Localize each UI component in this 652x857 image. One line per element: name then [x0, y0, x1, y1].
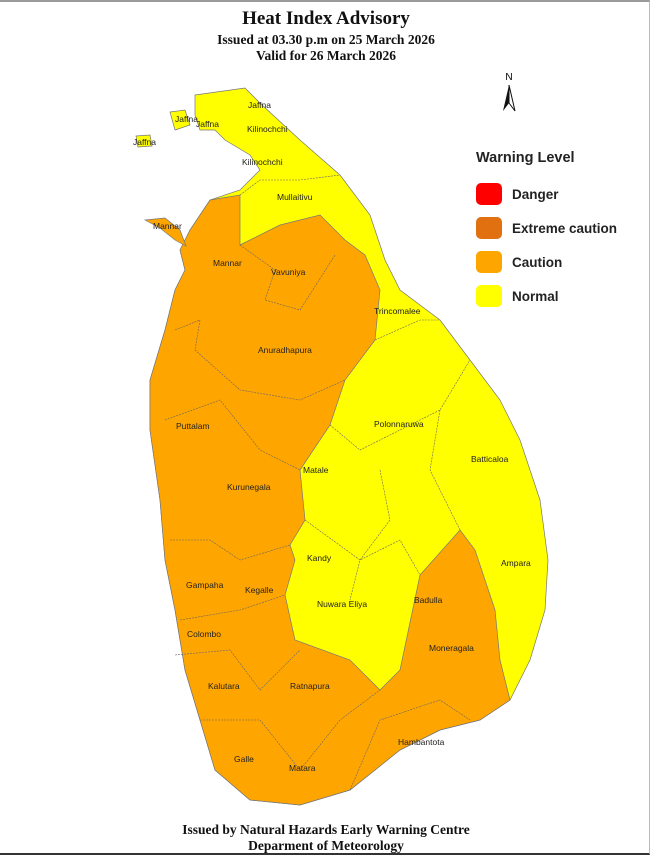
district-label: Mannar [213, 258, 242, 268]
district-label: Mullaitivu [277, 192, 313, 202]
district-label: Jaffna [133, 137, 156, 147]
jaffna-island [135, 134, 153, 148]
district-label: Ampara [501, 558, 531, 568]
north-label: N [505, 72, 513, 83]
district-label: Colombo [187, 629, 221, 639]
map-title: Heat Index Advisory [242, 8, 410, 29]
district-label: Kilinochchi [242, 157, 283, 167]
district-label: Jaffna [248, 100, 271, 110]
legend-title: Warning Level [476, 150, 575, 166]
issued-time: Issued at 03.30 p.m on 25 March 2026 [217, 32, 435, 47]
legend-swatch [476, 183, 502, 205]
legend-item-danger: Danger [476, 177, 617, 211]
district-label: Kalutara [208, 681, 240, 691]
north-arrow-icon: N [500, 72, 518, 114]
district-label: Trincomalee [374, 306, 421, 316]
district-label: Polonnaruwa [374, 419, 424, 429]
district-label: Gampaha [186, 580, 224, 590]
legend: Warning Level Danger Extreme caution Cau… [476, 150, 617, 313]
district-label: Badulla [414, 595, 443, 605]
district-label: Puttalam [176, 421, 210, 431]
district-label: Hambantota [398, 737, 445, 747]
district-label: Matale [303, 465, 329, 475]
district-label: Moneragala [429, 643, 474, 653]
legend-item-caution: Caution [476, 245, 617, 279]
district-label: Nuwara Eliya [317, 599, 367, 609]
district-label: Kegalle [245, 585, 274, 595]
legend-item-extreme-caution: Extreme caution [476, 211, 617, 245]
district-boundaries [164, 174, 471, 791]
district-label: Kilinochchi [247, 124, 288, 134]
legend-swatch [476, 285, 502, 307]
legend-label: Extreme caution [512, 220, 618, 236]
legend-item-normal: Normal [476, 279, 617, 313]
district-label: Jaffna [196, 119, 219, 129]
region-caution [149, 194, 511, 806]
district-label: Galle [234, 754, 254, 764]
district-label: Batticaloa [471, 454, 509, 464]
valid-date: Valid for 26 March 2026 [255, 48, 396, 63]
district-label: Anuradhapura [258, 345, 312, 355]
district-label: Kurunegala [227, 482, 271, 492]
legend-swatch [476, 251, 502, 273]
legend-label: Caution [512, 254, 563, 270]
legend-swatch [476, 217, 502, 239]
footer-department: Deparment of Meteorology [248, 838, 404, 853]
district-label: Kandy [307, 553, 332, 563]
jaffna-island [169, 109, 191, 131]
district-label: Jaffna [175, 114, 198, 124]
arrow-glyph [503, 84, 516, 112]
mannar-island [143, 217, 187, 247]
district-label: Mannar [153, 221, 182, 231]
district-label: Ratnapura [290, 681, 330, 691]
district-label: Matara [289, 763, 316, 773]
footer-issuer: Issued by Natural Hazards Early Warning … [182, 822, 470, 837]
legend-label: Normal [512, 288, 559, 304]
district-label: Vavuniya [271, 267, 306, 277]
legend-label: Danger [512, 186, 559, 202]
